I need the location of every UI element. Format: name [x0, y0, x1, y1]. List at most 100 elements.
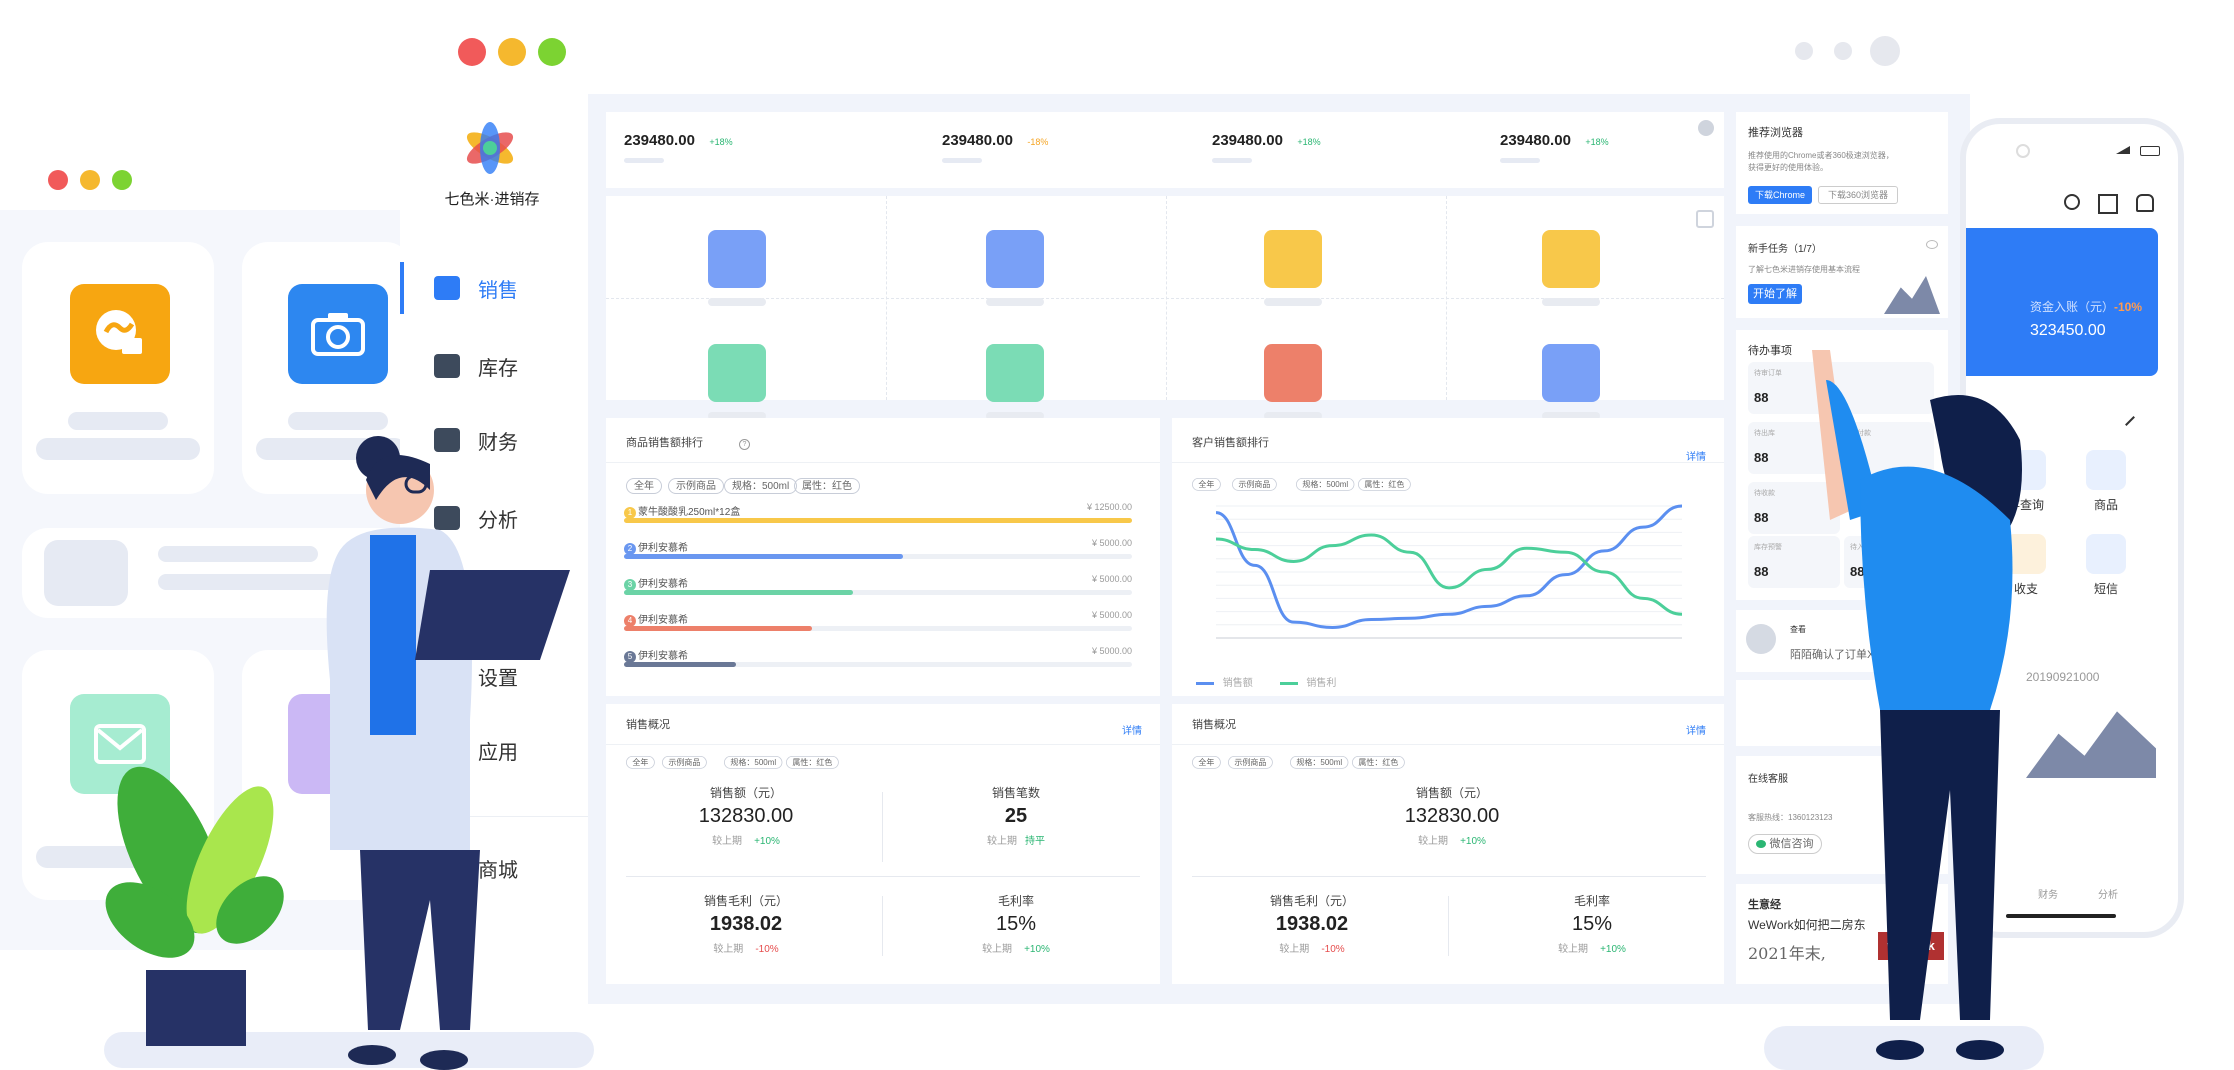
metric-change: -18% — [1027, 137, 1049, 147]
detail-link[interactable]: 详情 — [1686, 726, 1706, 737]
filter-attr[interactable]: 属性：红色 — [1352, 756, 1405, 769]
eye-icon[interactable] — [1926, 240, 1938, 249]
filter-spec[interactable]: 规格：500ml — [1296, 478, 1355, 491]
customer-rank-card: 客户销售额排行 详情 全年 示例商品 规格：500ml 属性：红色 销售额 销售… — [1172, 418, 1724, 696]
wechat-consult-button[interactable]: 微信咨询 — [1748, 834, 1822, 854]
quick-tile-6[interactable] — [986, 344, 1044, 402]
filter-product[interactable]: 示例商品 — [1232, 478, 1277, 491]
phone-grid-item[interactable]: 收支 — [1996, 534, 2056, 597]
todo-item[interactable]: 待收款 88 — [1748, 482, 1840, 534]
filter-product[interactable]: 示例商品 — [1228, 756, 1273, 769]
help-icon[interactable]: ? — [739, 439, 750, 450]
quick-tile-5[interactable] — [708, 344, 766, 402]
rank-bar — [624, 554, 904, 559]
sidebar-item-label: 销售 — [478, 279, 518, 302]
sidebar-item-finance[interactable]: 财务 — [400, 420, 588, 460]
news-sub: 2021年末, — [1748, 944, 1826, 963]
qrcode-icon[interactable] — [2098, 194, 2118, 214]
rank-bar — [624, 662, 736, 667]
window-dot-yellow — [80, 170, 100, 190]
filter-spec[interactable]: 规格：500ml — [1290, 756, 1349, 769]
quick-tiles-card — [606, 196, 1724, 400]
quick-tile-1[interactable] — [708, 230, 766, 288]
stat-profit: 销售毛利（元） 1938.02 较上期 -10% — [703, 894, 788, 955]
quick-tile-8[interactable] — [1542, 344, 1600, 402]
quick-tile-3[interactable] — [1264, 230, 1322, 288]
metric-2[interactable]: 239480.00 -18% — [942, 132, 1048, 163]
filter-spec[interactable]: 规格：500ml — [724, 756, 783, 769]
rank-row[interactable]: 2 伊利安慕希 ¥ 5000.00 — [624, 538, 1132, 559]
quick-tile-4[interactable] — [1542, 230, 1600, 288]
rank-row[interactable]: 3 伊利安慕希 ¥ 5000.00 — [624, 574, 1132, 595]
camera-icon — [288, 284, 388, 384]
rank-badge: 4 — [624, 615, 636, 627]
filter-attr[interactable]: 属性：红色 — [794, 478, 860, 494]
detail-link[interactable]: 详情 — [1686, 452, 1706, 463]
filter-year[interactable]: 全年 — [626, 756, 655, 769]
summary-card-left: 销售概况 详情 全年 示例商品 规格：500ml 属性：红色 销售额（元） 13… — [606, 704, 1160, 984]
rank-row[interactable]: 1 蒙牛酸酸乳250ml*12盒 ¥ 12500.00 — [624, 502, 1132, 523]
metric-3[interactable]: 239480.00 +18% — [1212, 132, 1321, 163]
rank-bar — [624, 518, 1132, 523]
balance-card[interactable]: 资金入账（元）-10% 323450.00 — [1966, 228, 2158, 376]
metric-change: +18% — [709, 137, 733, 147]
sidebar-item-sales[interactable]: 销售 — [400, 262, 588, 314]
metric-1[interactable]: 239480.00 +18% — [624, 132, 733, 163]
window-dot-green — [112, 170, 132, 190]
quick-tile-label-placeholder — [1264, 412, 1322, 420]
phone-tab[interactable]: 财务 — [2038, 890, 2058, 901]
woman-pointing-illustration — [1812, 350, 2022, 1060]
quick-tile-2[interactable] — [986, 230, 1044, 288]
download-360-button[interactable]: 下载360浏览器 — [1818, 186, 1898, 204]
rank-value: ¥ 5000.00 — [1091, 646, 1132, 656]
sidebar-item-inventory[interactable]: 库存 — [400, 346, 588, 386]
window-dot-green-main[interactable] — [538, 38, 566, 66]
series-line-2 — [1215, 533, 1683, 616]
quick-tile-7[interactable] — [1264, 344, 1322, 402]
settings-icon[interactable] — [1696, 210, 1714, 228]
rank-row[interactable]: 5 伊利安慕希 ¥ 5000.00 — [624, 646, 1132, 667]
detail-link[interactable]: 详情 — [1122, 726, 1142, 737]
phone-tab[interactable]: 分析 — [2098, 890, 2118, 901]
filter-attr[interactable]: 属性：红色 — [786, 756, 839, 769]
rank-value: ¥ 5000.00 — [1091, 610, 1132, 620]
filter-year[interactable]: 全年 — [1192, 478, 1221, 491]
quick-tile-label-placeholder — [708, 412, 766, 420]
filter-product[interactable]: 示例商品 — [662, 756, 707, 769]
filter-product[interactable]: 示例商品 — [668, 478, 724, 494]
news-headline[interactable]: WeWork如何把二房东 — [1748, 918, 1866, 932]
legend-profit: 销售利 — [1306, 678, 1337, 689]
phone-grid-item[interactable]: 商品 — [2076, 450, 2136, 513]
stat-margin: 毛利率 15% 较上期 +10% — [1558, 894, 1626, 955]
window-dot-yellow-main[interactable] — [498, 38, 526, 66]
signal-icon — [2116, 146, 2130, 154]
rank-bar — [624, 626, 812, 631]
rank-name: 4 伊利安慕希 — [624, 615, 688, 627]
rank-name: 3 伊利安慕希 — [624, 579, 688, 591]
rank-name: 1 蒙牛酸酸乳250ml*12盒 — [624, 507, 740, 519]
goods-icon — [2086, 450, 2126, 490]
rank-name: 2 伊利安慕希 — [624, 543, 688, 555]
metric-4[interactable]: 239480.00 +18% — [1500, 132, 1609, 163]
filter-attr[interactable]: 属性：红色 — [1358, 478, 1411, 491]
bell-icon[interactable] — [2136, 194, 2154, 212]
climbing-illustration — [1884, 276, 1940, 314]
order-code: 20190921000 — [2026, 670, 2100, 684]
stat-margin: 毛利率 15% 较上期 +10% — [982, 894, 1050, 955]
rank-row[interactable]: 4 伊利安慕希 ¥ 5000.00 — [624, 610, 1132, 631]
phone-grid-item[interactable]: 短信 — [2076, 534, 2136, 597]
summary-title: 销售概况 — [626, 719, 670, 731]
window-dot-red-main[interactable] — [458, 38, 486, 66]
filter-year[interactable]: 全年 — [1192, 756, 1221, 769]
todo-item[interactable]: 库存预警 88 — [1748, 536, 1840, 588]
edit-icon[interactable] — [2125, 416, 2135, 426]
start-task-button[interactable]: 开始了解 — [1748, 284, 1802, 304]
filter-spec[interactable]: 规格：500ml — [724, 478, 798, 494]
sidebar-item-analysis[interactable]: 分析 — [400, 498, 588, 538]
download-chrome-button[interactable]: 下载Chrome — [1748, 186, 1812, 204]
filter-year[interactable]: 全年 — [626, 478, 662, 494]
search-icon[interactable] — [2064, 194, 2080, 210]
phone-camera — [2016, 144, 2030, 158]
window-dot-grey-2 — [1834, 42, 1852, 60]
settings-icon[interactable] — [1698, 120, 1714, 136]
